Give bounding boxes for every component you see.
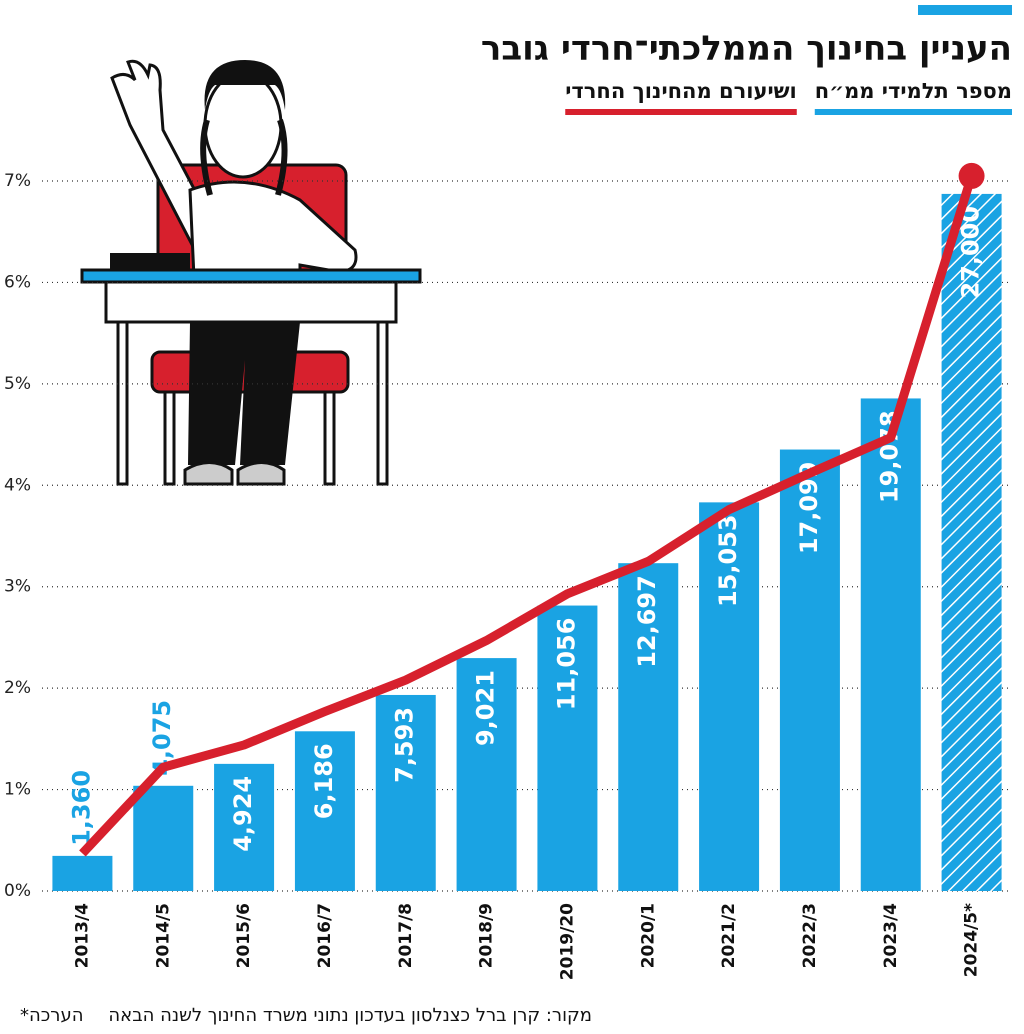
x-tick-label: 2024/5* bbox=[962, 903, 982, 977]
footnote: *הערכה bbox=[20, 1005, 83, 1026]
line bbox=[79, 174, 976, 857]
x-tick-label: 2018/9 bbox=[477, 903, 497, 968]
x-tick-label: 2013/4 bbox=[72, 903, 92, 969]
x-tick-label: 2019/20 bbox=[557, 903, 577, 980]
chart-title: העניין בחינוך הממלכתי־חרדי גובר bbox=[481, 29, 1012, 69]
legend-label: ושיעורם מהחינוך החרדי bbox=[565, 79, 797, 103]
value-label: 9,021 bbox=[472, 670, 500, 746]
bar bbox=[456, 658, 517, 891]
x-tick-label: 2014/5 bbox=[153, 903, 173, 968]
bar bbox=[375, 694, 436, 891]
x-tick-label: 2022/3 bbox=[800, 903, 820, 968]
legend-label: מספר תלמידי ממ״ח bbox=[815, 79, 1012, 103]
value-label: 15,053 bbox=[714, 514, 742, 607]
value-label: 12,697 bbox=[633, 575, 661, 668]
y-tick-label: 0% bbox=[4, 881, 31, 901]
value-label: 11,056 bbox=[552, 618, 580, 711]
y-tick-label: 2% bbox=[4, 678, 31, 698]
y-tick-label: 6% bbox=[4, 272, 31, 292]
x-tick-label: 2016/7 bbox=[315, 903, 335, 968]
header-accent bbox=[918, 5, 1012, 15]
line-end-dot bbox=[958, 162, 985, 189]
x-tick-label: 2023/4 bbox=[881, 903, 901, 969]
bar bbox=[860, 398, 921, 891]
illustration bbox=[80, 59, 422, 486]
bar bbox=[294, 731, 355, 891]
x-tick-label: 2017/8 bbox=[396, 903, 416, 968]
y-tick-label: 1% bbox=[4, 780, 31, 800]
x-tick-label: 2015/6 bbox=[234, 903, 254, 968]
bar bbox=[52, 855, 113, 891]
y-tick-label: 3% bbox=[4, 577, 31, 597]
y-tick-label: 4% bbox=[4, 475, 31, 495]
bar bbox=[699, 502, 760, 891]
bar bbox=[537, 605, 598, 891]
source: מקור: קרן ברל כצנלסון בעדכון נתוני משרד … bbox=[108, 1005, 592, 1026]
bar bbox=[618, 563, 679, 891]
bar bbox=[133, 785, 194, 891]
legend-swatch bbox=[565, 109, 797, 115]
bar bbox=[214, 763, 275, 891]
value-label: 1,360 bbox=[67, 770, 95, 846]
value-label: 4,924 bbox=[229, 776, 257, 852]
y-tick-label: 7% bbox=[4, 171, 31, 191]
x-tick-label: 2021/2 bbox=[719, 903, 739, 968]
value-label: 7,593 bbox=[391, 707, 419, 783]
x-tick-label: 2020/1 bbox=[638, 903, 658, 968]
bar bbox=[941, 193, 1002, 892]
value-label: 6,186 bbox=[310, 743, 338, 819]
legend-swatch bbox=[814, 109, 1012, 115]
bar bbox=[779, 449, 840, 891]
y-tick-label: 5% bbox=[4, 374, 31, 394]
